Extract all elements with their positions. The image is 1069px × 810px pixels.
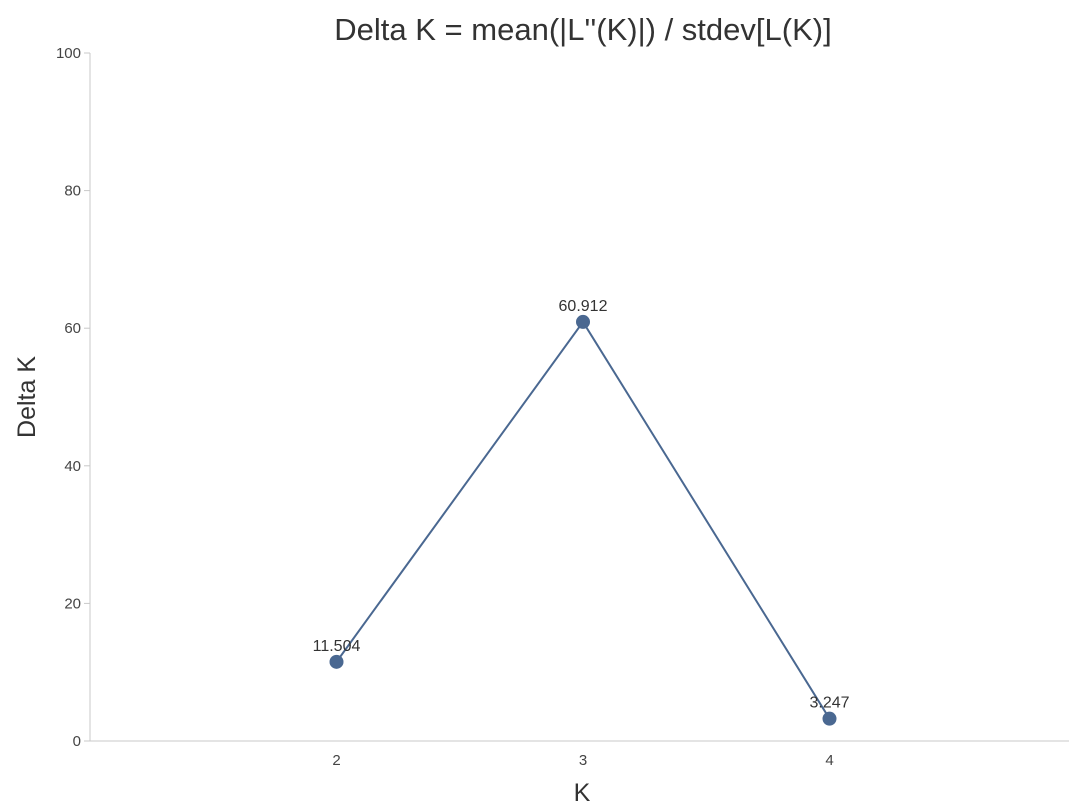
series-line xyxy=(335,320,831,720)
x-tick-label: 4 xyxy=(825,752,833,769)
y-axis: 0 20 40 60 80 100 xyxy=(56,45,91,750)
data-point xyxy=(576,314,590,329)
y-tick-label: 60 xyxy=(64,320,81,337)
y-ticks: 0 20 40 60 80 100 xyxy=(56,45,90,750)
y-tick-label: 40 xyxy=(64,458,81,475)
x-tick-label: 2 xyxy=(332,752,340,769)
y-tick-label: 0 xyxy=(73,733,81,750)
x-tick-label: 3 xyxy=(579,752,587,769)
data-label: 11.504 xyxy=(313,638,361,655)
plot-area: 11.504 60.912 3.247 xyxy=(313,298,850,726)
data-label: 60.912 xyxy=(559,298,608,315)
y-tick-label: 80 xyxy=(64,183,81,200)
chart-title: Delta K = mean(|L''(K)|) / stdev[L(K)] xyxy=(334,12,831,47)
data-label: 3.247 xyxy=(809,695,849,712)
data-point xyxy=(822,711,837,726)
data-point xyxy=(329,654,344,669)
x-axis: 2 3 4 xyxy=(90,740,1069,769)
y-tick-label: 100 xyxy=(56,45,81,62)
y-tick-label: 20 xyxy=(64,595,81,612)
x-axis-label: K xyxy=(574,779,591,807)
x-ticks: 2 3 4 xyxy=(332,752,833,769)
y-axis-label: Delta K xyxy=(13,356,41,438)
